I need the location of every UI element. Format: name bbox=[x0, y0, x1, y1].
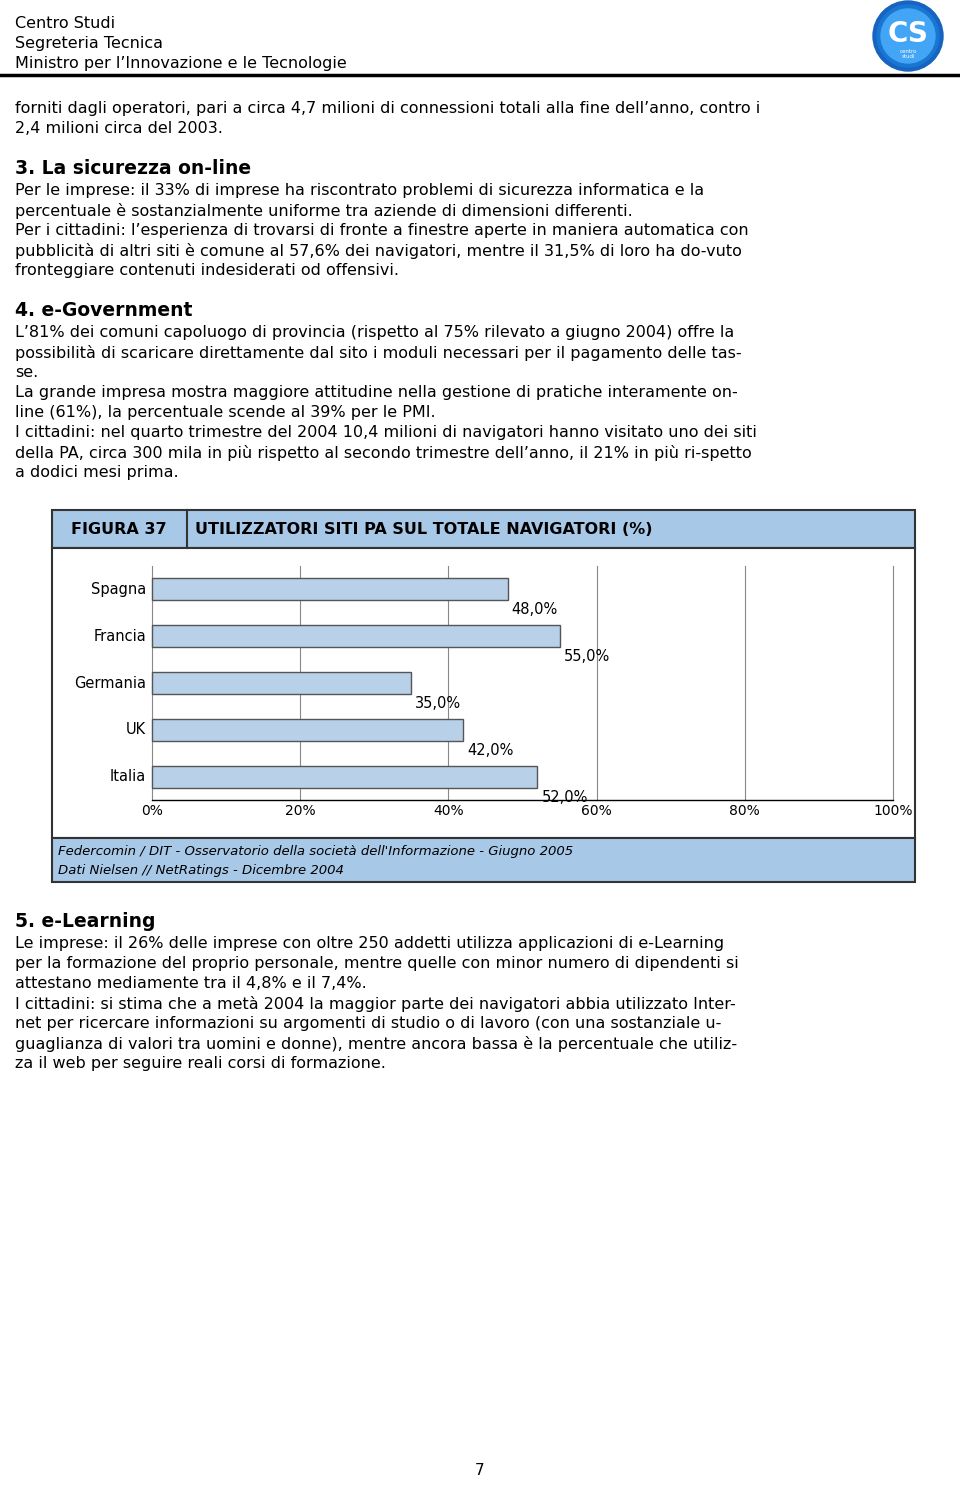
Text: 3. La sicurezza on-line: 3. La sicurezza on-line bbox=[15, 158, 252, 178]
Text: Segreteria Tecnica: Segreteria Tecnica bbox=[15, 36, 163, 51]
Text: 40%: 40% bbox=[433, 805, 464, 818]
Text: I cittadini: nel quarto trimestre del 2004 10,4 milioni di navigatori hanno visi: I cittadini: nel quarto trimestre del 20… bbox=[15, 426, 756, 440]
Bar bbox=[152, 766, 538, 788]
Text: per la formazione del proprio personale, mentre quelle con minor numero di dipen: per la formazione del proprio personale,… bbox=[15, 956, 739, 970]
Text: Italia: Italia bbox=[109, 769, 146, 784]
Circle shape bbox=[881, 9, 935, 63]
Text: 100%: 100% bbox=[874, 805, 913, 818]
Text: Ministro per l’Innovazione e le Tecnologie: Ministro per l’Innovazione e le Tecnolog… bbox=[15, 57, 347, 72]
Bar bbox=[52, 511, 915, 548]
Bar bbox=[152, 718, 464, 741]
Text: Le imprese: il 26% delle imprese con oltre 250 addetti utilizza applicazioni di : Le imprese: il 26% delle imprese con olt… bbox=[15, 936, 724, 951]
Text: attestano mediamente tra il 4,8% e il 7,4%.: attestano mediamente tra il 4,8% e il 7,… bbox=[15, 976, 367, 991]
Text: Per i cittadini: l’esperienza di trovarsi di fronte a finestre aperte in maniera: Per i cittadini: l’esperienza di trovars… bbox=[15, 222, 749, 237]
Text: Per le imprese: il 33% di imprese ha riscontrato problemi di sicurezza informati: Per le imprese: il 33% di imprese ha ris… bbox=[15, 184, 704, 199]
Text: 55,0%: 55,0% bbox=[564, 649, 610, 664]
Text: percentuale è sostanzialmente uniforme tra aziende di dimensioni differenti.: percentuale è sostanzialmente uniforme t… bbox=[15, 203, 633, 219]
Text: a dodici mesi prima.: a dodici mesi prima. bbox=[15, 464, 179, 481]
Text: Centro Studi: Centro Studi bbox=[15, 16, 115, 31]
Text: 20%: 20% bbox=[285, 805, 316, 818]
Text: line (61%), la percentuale scende al 39% per le PMI.: line (61%), la percentuale scende al 39%… bbox=[15, 405, 436, 420]
Circle shape bbox=[873, 1, 943, 72]
Text: 35,0%: 35,0% bbox=[416, 696, 462, 711]
Text: L’81% dei comuni capoluogo di provincia (rispetto al 75% rilevato a giugno 2004): L’81% dei comuni capoluogo di provincia … bbox=[15, 325, 734, 340]
Bar bbox=[152, 626, 560, 646]
Text: se.: se. bbox=[15, 364, 38, 381]
Text: Francia: Francia bbox=[93, 629, 146, 643]
Text: 2,4 milioni circa del 2003.: 2,4 milioni circa del 2003. bbox=[15, 121, 223, 136]
Text: 4. e-Government: 4. e-Government bbox=[15, 302, 192, 320]
Text: guaglianza di valori tra uomini e donne), mentre ancora bassa è la percentuale c: guaglianza di valori tra uomini e donne)… bbox=[15, 1036, 737, 1053]
Text: 80%: 80% bbox=[730, 805, 760, 818]
Text: FIGURA 37: FIGURA 37 bbox=[71, 521, 167, 536]
Text: 5. e-Learning: 5. e-Learning bbox=[15, 912, 156, 932]
Text: centro
studi: centro studi bbox=[900, 49, 917, 60]
Text: Federcomin / DIT - Osservatorio della società dell'Informazione - Giugno 2005: Federcomin / DIT - Osservatorio della so… bbox=[58, 845, 573, 858]
Text: 7: 7 bbox=[475, 1463, 485, 1478]
Text: CS: CS bbox=[888, 19, 928, 48]
Text: UTILIZZATORI SITI PA SUL TOTALE NAVIGATORI (%): UTILIZZATORI SITI PA SUL TOTALE NAVIGATO… bbox=[195, 521, 653, 536]
Text: za il web per seguire reali corsi di formazione.: za il web per seguire reali corsi di for… bbox=[15, 1056, 386, 1070]
Text: Spagna: Spagna bbox=[91, 582, 146, 597]
Bar bbox=[152, 578, 508, 600]
Text: 52,0%: 52,0% bbox=[541, 790, 588, 805]
Text: forniti dagli operatori, pari a circa 4,7 milioni di connessioni totali alla fin: forniti dagli operatori, pari a circa 4,… bbox=[15, 102, 760, 116]
Text: UK: UK bbox=[126, 723, 146, 738]
Text: net per ricercare informazioni su argomenti di studio o di lavoro (con una sosta: net per ricercare informazioni su argome… bbox=[15, 1017, 721, 1032]
Text: fronteggiare contenuti indesiderati od offensivi.: fronteggiare contenuti indesiderati od o… bbox=[15, 263, 399, 278]
Text: pubblicità di altri siti è comune al 57,6% dei navigatori, mentre il 31,5% di lo: pubblicità di altri siti è comune al 57,… bbox=[15, 243, 742, 258]
Text: La grande impresa mostra maggiore attitudine nella gestione di pratiche interame: La grande impresa mostra maggiore attitu… bbox=[15, 385, 737, 400]
Circle shape bbox=[877, 4, 939, 67]
Bar bbox=[52, 548, 915, 838]
Bar bbox=[52, 838, 915, 882]
Bar bbox=[152, 672, 411, 694]
Text: 42,0%: 42,0% bbox=[468, 744, 514, 758]
Text: possibilità di scaricare direttamente dal sito i moduli necessari per il pagamen: possibilità di scaricare direttamente da… bbox=[15, 345, 742, 361]
Text: 0%: 0% bbox=[141, 805, 163, 818]
Text: 60%: 60% bbox=[581, 805, 612, 818]
Text: Dati Nielsen // NetRatings - Dicembre 2004: Dati Nielsen // NetRatings - Dicembre 20… bbox=[58, 864, 344, 876]
Text: 48,0%: 48,0% bbox=[512, 602, 558, 618]
Text: I cittadini: si stima che a metà 2004 la maggior parte dei navigatori abbia util: I cittadini: si stima che a metà 2004 la… bbox=[15, 996, 735, 1012]
Text: Germania: Germania bbox=[74, 675, 146, 690]
Text: della PA, circa 300 mila in più rispetto al secondo trimestre dell’anno, il 21% : della PA, circa 300 mila in più rispetto… bbox=[15, 445, 752, 461]
